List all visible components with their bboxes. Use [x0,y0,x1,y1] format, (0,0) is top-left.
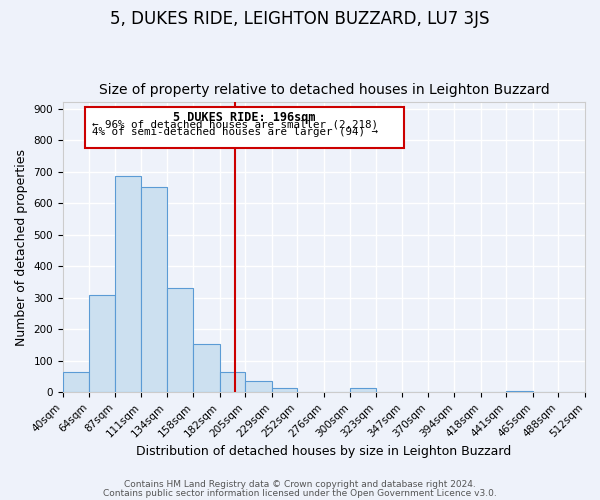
Title: Size of property relative to detached houses in Leighton Buzzard: Size of property relative to detached ho… [98,83,550,97]
Text: 5, DUKES RIDE, LEIGHTON BUZZARD, LU7 3JS: 5, DUKES RIDE, LEIGHTON BUZZARD, LU7 3JS [110,10,490,28]
Text: Contains HM Land Registry data © Crown copyright and database right 2024.: Contains HM Land Registry data © Crown c… [124,480,476,489]
Text: 5 DUKES RIDE: 196sqm: 5 DUKES RIDE: 196sqm [173,111,316,124]
Bar [167,288,193,393]
X-axis label: Distribution of detached houses by size in Leighton Buzzard: Distribution of detached houses by size … [136,444,512,458]
Bar [220,372,245,392]
Y-axis label: Number of detached properties: Number of detached properties [15,149,28,346]
Text: Contains public sector information licensed under the Open Government Licence v3: Contains public sector information licen… [103,488,497,498]
Bar [89,296,115,392]
Bar [350,388,376,392]
Bar [245,382,272,392]
Text: 4% of semi-detached houses are larger (94) →: 4% of semi-detached houses are larger (9… [92,127,377,137]
Bar [63,372,89,392]
Bar [115,176,142,392]
FancyBboxPatch shape [85,107,404,148]
Bar [585,391,600,392]
Bar [193,344,220,393]
Bar [272,388,298,392]
Bar [506,391,533,392]
Text: ← 96% of detached houses are smaller (2,218): ← 96% of detached houses are smaller (2,… [92,119,377,129]
Bar [142,188,167,392]
